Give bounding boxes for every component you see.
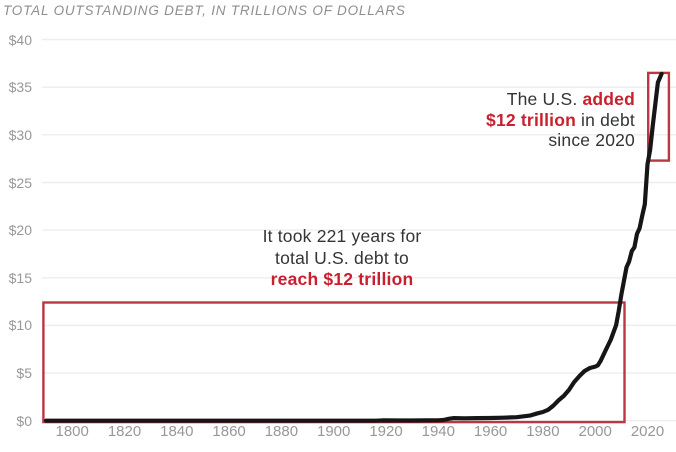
x-tick-1800: 1800: [55, 423, 89, 440]
x-tick-1840: 1840: [160, 423, 194, 440]
chart-title: TOTAL OUTSTANDING DEBT, IN TRILLIONS OF …: [3, 3, 406, 18]
y-tick-0: $0: [16, 412, 32, 429]
x-tick-2000: 2000: [578, 423, 612, 440]
highlight-box-2: [647, 71, 671, 162]
annotation-added-line1-plain: The U.S.: [506, 89, 583, 109]
annotation-added-line2-red: $12 trillion: [486, 109, 576, 130]
y-tick-10: $10: [8, 317, 32, 334]
annotation-added-line1: The U.S. added: [486, 89, 635, 110]
highlight-box-1: [42, 301, 626, 424]
x-tick-1900: 1900: [317, 423, 351, 440]
x-tick-1960: 1960: [473, 423, 508, 440]
y-tick-40: $40: [8, 31, 32, 48]
x-tick-1880: 1880: [264, 423, 299, 440]
annotation-added-since-2020: The U.S. added $12 trillion in debt sinc…: [486, 89, 635, 151]
annotation-added-line3: since 2020: [548, 130, 635, 150]
y-tick-20: $20: [8, 222, 32, 239]
x-tick-1980: 1980: [526, 423, 560, 440]
x-tick-1920: 1920: [369, 423, 403, 440]
debt-line: [43, 71, 664, 423]
x-tick-1820: 1820: [107, 423, 142, 440]
y-tick-30: $30: [8, 126, 32, 143]
x-tick-1860: 1860: [212, 423, 246, 440]
annotation-221-years-line1: It took 221 years for: [262, 226, 422, 246]
annotation-221-years-line2: total U.S. debt to: [275, 247, 409, 268]
x-tick-1940: 1940: [421, 423, 455, 440]
y-tick-15: $15: [8, 269, 32, 286]
annotation-221-years: It took 221 years for total U.S. debt to…: [263, 226, 422, 291]
y-tick-5: $5: [16, 365, 32, 382]
annotation-added-line1-red: added: [582, 89, 635, 109]
x-tick-2020: 2020: [630, 423, 665, 440]
annotation-221-years-line3: reach $12 trillion: [270, 269, 414, 289]
annotation-added-line2: $12 trillion in debt: [486, 110, 635, 131]
y-tick-25: $25: [8, 174, 32, 191]
annotation-added-line2-plain: in debt: [575, 109, 635, 130]
y-tick-35: $35: [8, 79, 32, 96]
